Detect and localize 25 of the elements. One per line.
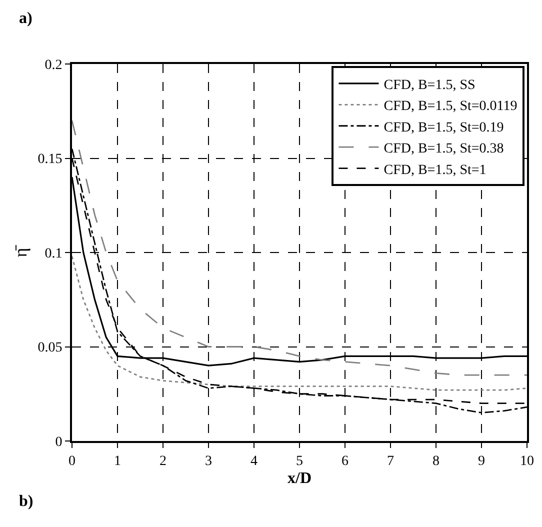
legend-label: CFD, B=1.5, St=0.19 xyxy=(384,120,504,136)
x-tick-label: 6 xyxy=(342,454,348,469)
x-tick-label: 7 xyxy=(387,454,394,469)
x-axis-title: x/D xyxy=(288,470,312,487)
y-tick-label: 0 xyxy=(55,434,62,450)
x-tick-label: 9 xyxy=(478,454,485,469)
legend-label: CFD, B=1.5, SS xyxy=(384,78,476,93)
y-tick-label: 0.05 xyxy=(38,340,62,356)
x-tick-label: 1 xyxy=(114,454,121,469)
legend-label: CFD, B=1.5, St=0.38 xyxy=(384,142,504,157)
x-tick-label: 8 xyxy=(432,454,440,469)
x-tick-label: 4 xyxy=(250,454,258,469)
y-tick-label: 0.15 xyxy=(38,152,62,168)
legend-label: CFD, B=1.5, St=1 xyxy=(384,162,486,178)
y-tick-label: 0.2 xyxy=(44,58,62,73)
x-tick-label: 3 xyxy=(205,454,212,469)
y-tick-label: 0.1 xyxy=(44,246,62,262)
x-tick-label: 5 xyxy=(296,454,303,469)
text: a) xyxy=(19,10,32,27)
legend-label: CFD, B=1.5, St=0.0119 xyxy=(384,99,518,114)
x-tick-label: 0 xyxy=(68,454,76,469)
x-tick-label: 2 xyxy=(160,454,166,469)
y-axis-title: η̄ xyxy=(10,244,30,258)
text: b) xyxy=(19,493,34,510)
x-tick-label: 10 xyxy=(520,454,534,469)
